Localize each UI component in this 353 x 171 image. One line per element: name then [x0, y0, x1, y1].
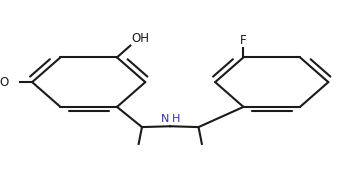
Text: OH: OH	[131, 32, 149, 45]
Text: F: F	[240, 34, 247, 47]
Text: O: O	[0, 76, 9, 89]
Text: H: H	[172, 114, 180, 124]
Text: N: N	[161, 114, 169, 124]
